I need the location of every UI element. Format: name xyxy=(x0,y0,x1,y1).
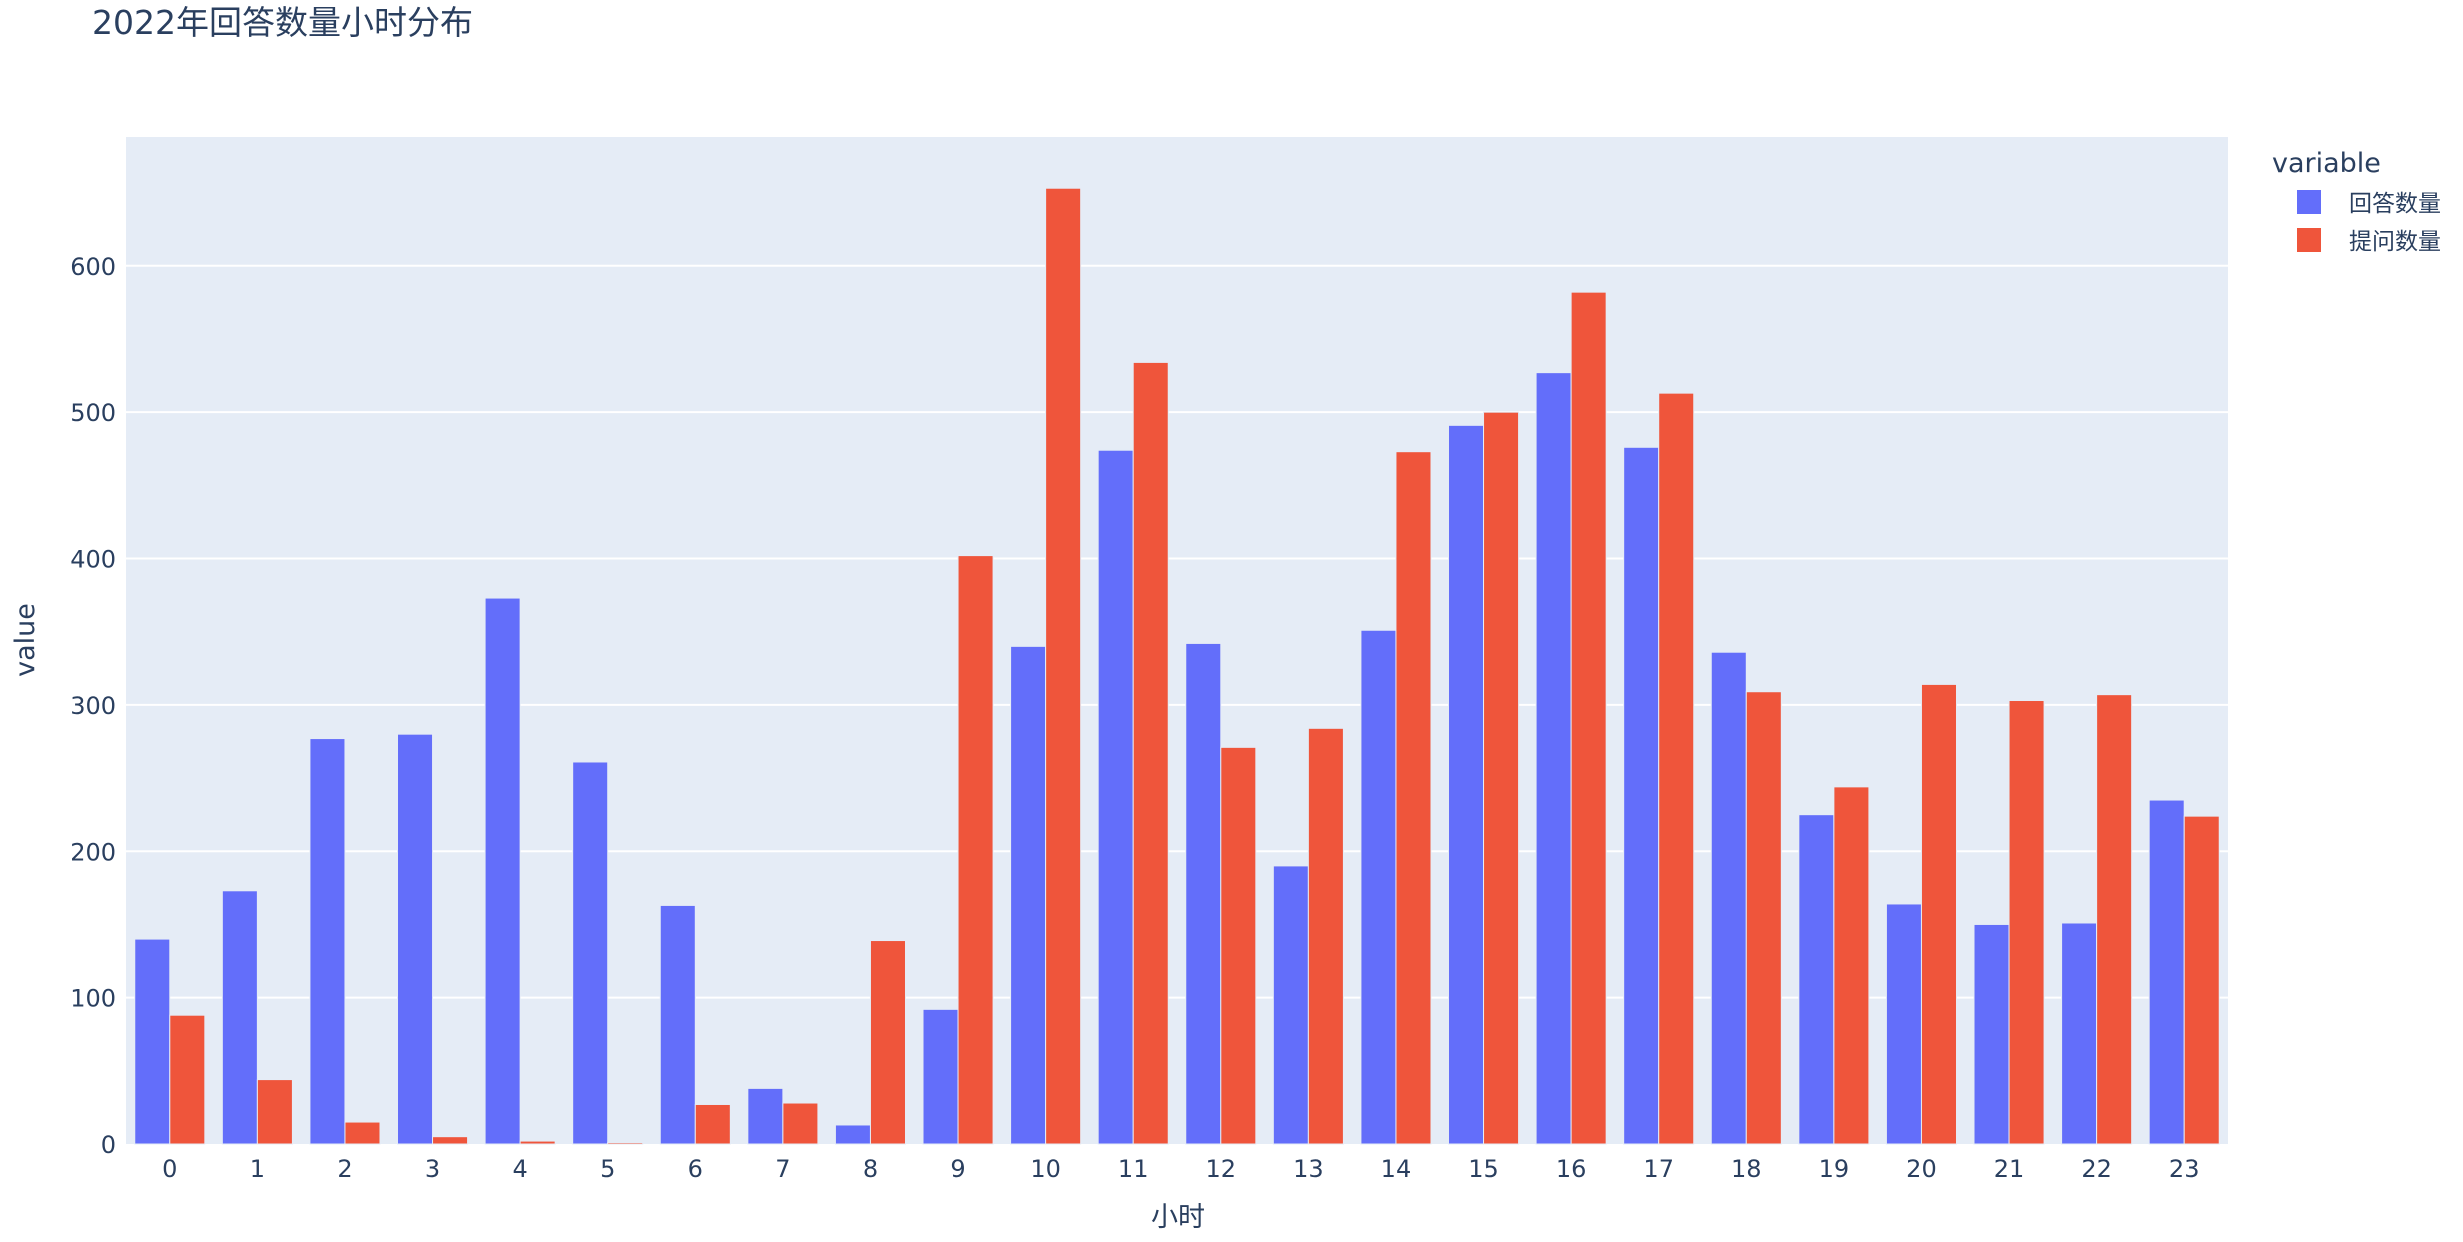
bar-questions-17 xyxy=(1658,392,1695,1145)
bar-questions-16 xyxy=(1570,291,1607,1145)
bar-answers-22 xyxy=(2061,922,2098,1145)
x-tick-label: 22 xyxy=(2081,1155,2112,1183)
y-axis-ticks: 0 100 200 300 400 500 600 xyxy=(70,253,116,1159)
x-tick-label: 20 xyxy=(1906,1155,1937,1183)
bar-questions-0 xyxy=(169,1014,206,1145)
bar-answers-1 xyxy=(221,890,258,1145)
x-tick-label: 21 xyxy=(1994,1155,2025,1183)
x-tick-label: 14 xyxy=(1381,1155,1412,1183)
x-tick-label: 7 xyxy=(775,1155,790,1183)
bar-answers-3 xyxy=(397,733,434,1145)
y-tick-label: 0 xyxy=(101,1131,116,1159)
x-tick-label: 12 xyxy=(1206,1155,1237,1183)
bar-answers-16 xyxy=(1535,372,1572,1145)
bar-questions-20 xyxy=(1920,683,1957,1145)
x-tick-label: 1 xyxy=(250,1155,265,1183)
bar-answers-15 xyxy=(1448,424,1485,1145)
bar-questions-6 xyxy=(694,1103,731,1145)
bar-answers-11 xyxy=(1097,449,1134,1145)
x-tick-label: 17 xyxy=(1643,1155,1674,1183)
x-tick-label: 18 xyxy=(1731,1155,1762,1183)
bar-questions-15 xyxy=(1483,411,1520,1145)
x-tick-label: 3 xyxy=(425,1155,440,1183)
bar-questions-9 xyxy=(957,555,994,1145)
y-tick-label: 300 xyxy=(70,692,116,720)
bar-answers-23 xyxy=(2148,799,2185,1145)
x-tick-label: 13 xyxy=(1293,1155,1324,1183)
bar-questions-14 xyxy=(1395,451,1432,1145)
bar-questions-18 xyxy=(1745,691,1782,1145)
bar-questions-13 xyxy=(1307,727,1344,1145)
y-tick-label: 600 xyxy=(70,253,116,281)
bar-questions-8 xyxy=(869,940,906,1145)
bar-answers-21 xyxy=(1973,923,2010,1145)
bar-questions-23 xyxy=(2183,815,2220,1145)
legend-title: variable xyxy=(2272,148,2381,179)
x-tick-label: 16 xyxy=(1556,1155,1587,1183)
bars xyxy=(134,187,2220,1145)
bar-answers-7 xyxy=(747,1087,784,1145)
bar-answers-6 xyxy=(659,904,696,1145)
x-tick-label: 5 xyxy=(600,1155,615,1183)
x-axis-label: 小时 xyxy=(1151,1202,1205,1233)
bar-answers-10 xyxy=(1010,645,1047,1145)
bar-questions-12 xyxy=(1220,746,1257,1145)
bar-answers-14 xyxy=(1360,629,1397,1145)
x-tick-label: 19 xyxy=(1819,1155,1850,1183)
bar-answers-5 xyxy=(572,761,609,1145)
bar-answers-8 xyxy=(834,1124,871,1145)
bar-questions-22 xyxy=(2096,694,2133,1145)
legend-label[interactable]: 回答数量 xyxy=(2349,191,2441,217)
bar-answers-13 xyxy=(1272,865,1309,1145)
bar-questions-11 xyxy=(1132,361,1169,1145)
bar-answers-2 xyxy=(309,738,346,1145)
bar-answers-4 xyxy=(484,597,521,1145)
bar-questions-3 xyxy=(432,1136,469,1145)
bar-questions-5 xyxy=(607,1142,644,1145)
bar-questions-4 xyxy=(519,1140,556,1145)
bar-questions-21 xyxy=(2008,700,2045,1145)
bar-questions-10 xyxy=(1045,187,1082,1145)
x-tick-label: 9 xyxy=(950,1155,965,1183)
bar-answers-19 xyxy=(1798,814,1835,1145)
gridlines xyxy=(126,264,2228,999)
x-tick-label: 4 xyxy=(512,1155,527,1183)
x-tick-label: 15 xyxy=(1468,1155,1499,1183)
bar-answers-9 xyxy=(922,1008,959,1145)
y-tick-label: 500 xyxy=(70,399,116,427)
bar-answers-12 xyxy=(1185,642,1222,1145)
bar-answers-20 xyxy=(1885,903,1922,1145)
x-tick-label: 11 xyxy=(1118,1155,1149,1183)
legend-label[interactable]: 提问数量 xyxy=(2349,229,2441,255)
bar-questions-19 xyxy=(1833,786,1870,1145)
x-tick-label: 6 xyxy=(688,1155,703,1183)
x-tick-label: 2 xyxy=(337,1155,352,1183)
x-tick-label: 0 xyxy=(162,1155,177,1183)
legend-swatch[interactable] xyxy=(2297,190,2321,214)
bar-questions-2 xyxy=(344,1121,381,1145)
x-tick-label: 23 xyxy=(2169,1155,2200,1183)
legend-swatch[interactable] xyxy=(2297,228,2321,252)
x-axis-ticks: 0 1 2 3 4 5 6 7 8 9 10 11 12 13 14 15 16 17 18 19 20 21 22 23 xyxy=(162,1155,2199,1183)
y-axis-label: value xyxy=(10,603,41,677)
y-tick-label: 400 xyxy=(70,546,116,574)
x-tick-label: 8 xyxy=(863,1155,878,1183)
y-tick-label: 200 xyxy=(70,838,116,866)
bar-answers-17 xyxy=(1623,446,1660,1145)
chart-title: 2022年回答数量小时分布 xyxy=(92,3,473,42)
plot-area xyxy=(126,137,2228,1144)
bar-questions-7 xyxy=(782,1102,819,1145)
x-tick-label: 10 xyxy=(1030,1155,1061,1183)
bar-questions-1 xyxy=(256,1079,293,1145)
y-tick-label: 100 xyxy=(70,985,116,1013)
bar-answers-0 xyxy=(134,938,171,1145)
bar-answers-18 xyxy=(1710,651,1747,1145)
